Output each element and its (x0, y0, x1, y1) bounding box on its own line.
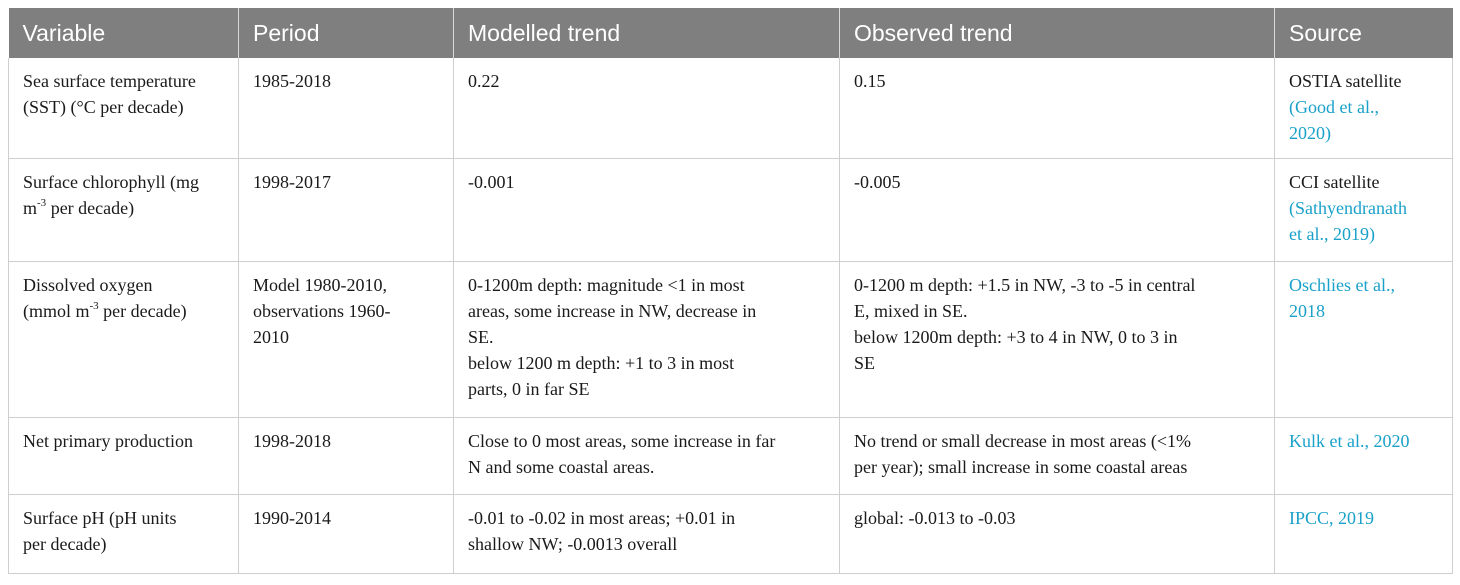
header-source: Source (1274, 8, 1453, 58)
observed-line: below 1200m depth: +3 to 4 in NW, 0 to 3… (854, 327, 1178, 347)
period-line: 1985-2018 (253, 71, 331, 91)
cell-variable: Sea surface temperature (SST) (°C per de… (8, 58, 239, 159)
citation-link[interactable]: 2020) (1289, 123, 1331, 143)
table-row: Sea surface temperature (SST) (°C per de… (8, 58, 1453, 159)
modelled-line: 0-1200m depth: magnitude <1 in most (468, 275, 745, 295)
variable-line: per decade) (23, 534, 107, 554)
cell-period: 1998-2018 (238, 417, 454, 495)
cell-source: Oschlies et al., 2018 (1274, 261, 1453, 418)
cell-variable: Surface pH (pH units per decade) (8, 494, 239, 574)
modelled-line: -0.001 (468, 172, 515, 192)
citation-link[interactable]: Kulk et al., 2020 (1289, 431, 1410, 451)
period-line: Model 1980-2010, (253, 275, 387, 295)
variable-line: Dissolved oxygen (23, 275, 153, 295)
modelled-line: -0.01 to -0.02 in most areas; +0.01 in (468, 508, 736, 528)
modelled-line: 0.22 (468, 71, 500, 91)
cell-period: 1985-2018 (238, 58, 454, 159)
table-row: Net primary production 1998-2018 Close t… (8, 417, 1453, 495)
period-line: observations 1960- (253, 301, 391, 321)
table-row: Surface pH (pH units per decade) 1990-20… (8, 494, 1453, 574)
period-line: 2010 (253, 327, 289, 347)
variable-text: (mmol m (23, 301, 90, 321)
observed-line: -0.005 (854, 172, 901, 192)
cell-modelled-trend: 0.22 (453, 58, 840, 159)
cell-source: CCI satellite (Sathyendranath et al., 20… (1274, 158, 1453, 262)
cell-source: Kulk et al., 2020 (1274, 417, 1453, 495)
cell-modelled-trend: -0.001 (453, 158, 840, 262)
table-row: Dissolved oxygen (mmol m-3 per decade) M… (8, 261, 1453, 418)
modelled-line: parts, 0 in far SE (468, 379, 590, 399)
citation-link[interactable]: (Sathyendranath (1289, 198, 1407, 218)
trends-table: Variable Period Modelled trend Observed … (8, 8, 1453, 574)
modelled-line: shallow NW; -0.0013 overall (468, 534, 678, 554)
observed-line: 0.15 (854, 71, 886, 91)
cell-observed-trend: 0.15 (839, 58, 1275, 159)
source-text: OSTIA satellite (1289, 71, 1402, 91)
cell-variable: Net primary production (8, 417, 239, 495)
variable-text: per decade) (98, 301, 187, 321)
modelled-line: Close to 0 most areas, some increase in … (468, 431, 776, 451)
header-variable: Variable (8, 8, 239, 58)
modelled-line: N and some coastal areas. (468, 457, 655, 477)
observed-line: SE (854, 353, 876, 373)
variable-line: Net primary production (23, 431, 193, 451)
variable-line: Sea surface temperature (23, 71, 196, 91)
cell-variable: Surface chlorophyll (mg m-3 per decade) (8, 158, 239, 262)
variable-line: Surface chlorophyll (mg (23, 172, 199, 192)
observed-line: 0-1200 m depth: +1.5 in NW, -3 to -5 in … (854, 275, 1196, 295)
cell-period: Model 1980-2010, observations 1960- 2010 (238, 261, 454, 418)
cell-observed-trend: 0-1200 m depth: +1.5 in NW, -3 to -5 in … (839, 261, 1275, 418)
variable-text: per decade) (46, 198, 135, 218)
modelled-line: areas, some increase in NW, decrease in (468, 301, 757, 321)
period-line: 1998-2017 (253, 172, 331, 192)
cell-source: IPCC, 2019 (1274, 494, 1453, 574)
superscript: -3 (89, 300, 99, 312)
header-period: Period (238, 8, 454, 58)
period-line: 1998-2018 (253, 431, 331, 451)
citation-link[interactable]: 2018 (1289, 301, 1325, 321)
cell-source: OSTIA satellite (Good et al., 2020) (1274, 58, 1453, 159)
superscript: -3 (37, 197, 47, 209)
cell-period: 1990-2014 (238, 494, 454, 574)
variable-text: m (23, 198, 38, 218)
cell-observed-trend: global: -0.013 to -0.03 (839, 494, 1275, 574)
cell-modelled-trend: -0.01 to -0.02 in most areas; +0.01 in s… (453, 494, 840, 574)
cell-period: 1998-2017 (238, 158, 454, 262)
observed-line: E, mixed in SE. (854, 301, 968, 321)
period-line: 1990-2014 (253, 508, 331, 528)
variable-line: (SST) (°C per decade) (23, 97, 184, 117)
variable-line: m-3 per decade) (23, 195, 228, 221)
cell-observed-trend: No trend or small decrease in most areas… (839, 417, 1275, 495)
table-header-row: Variable Period Modelled trend Observed … (8, 8, 1453, 58)
header-modelled-trend: Modelled trend (453, 8, 840, 58)
observed-line: per year); small increase in some coasta… (854, 457, 1188, 477)
modelled-line: below 1200 m depth: +1 to 3 in most (468, 353, 735, 373)
variable-line: (mmol m-3 per decade) (23, 298, 228, 324)
modelled-line: SE. (468, 327, 494, 347)
observed-line: global: -0.013 to -0.03 (854, 508, 1016, 528)
cell-modelled-trend: 0-1200m depth: magnitude <1 in most area… (453, 261, 840, 418)
citation-link[interactable]: IPCC, 2019 (1289, 508, 1375, 528)
table-row: Surface chlorophyll (mg m-3 per decade) … (8, 158, 1453, 262)
header-observed-trend: Observed trend (839, 8, 1275, 58)
citation-link[interactable]: Oschlies et al., (1289, 275, 1395, 295)
variable-line: Surface pH (pH units (23, 508, 177, 528)
citation-link[interactable]: (Good et al., (1289, 97, 1379, 117)
cell-observed-trend: -0.005 (839, 158, 1275, 262)
cell-variable: Dissolved oxygen (mmol m-3 per decade) (8, 261, 239, 418)
cell-modelled-trend: Close to 0 most areas, some increase in … (453, 417, 840, 495)
observed-line: No trend or small decrease in most areas… (854, 431, 1192, 451)
source-text: CCI satellite (1289, 172, 1380, 192)
citation-link[interactable]: et al., 2019) (1289, 224, 1375, 244)
